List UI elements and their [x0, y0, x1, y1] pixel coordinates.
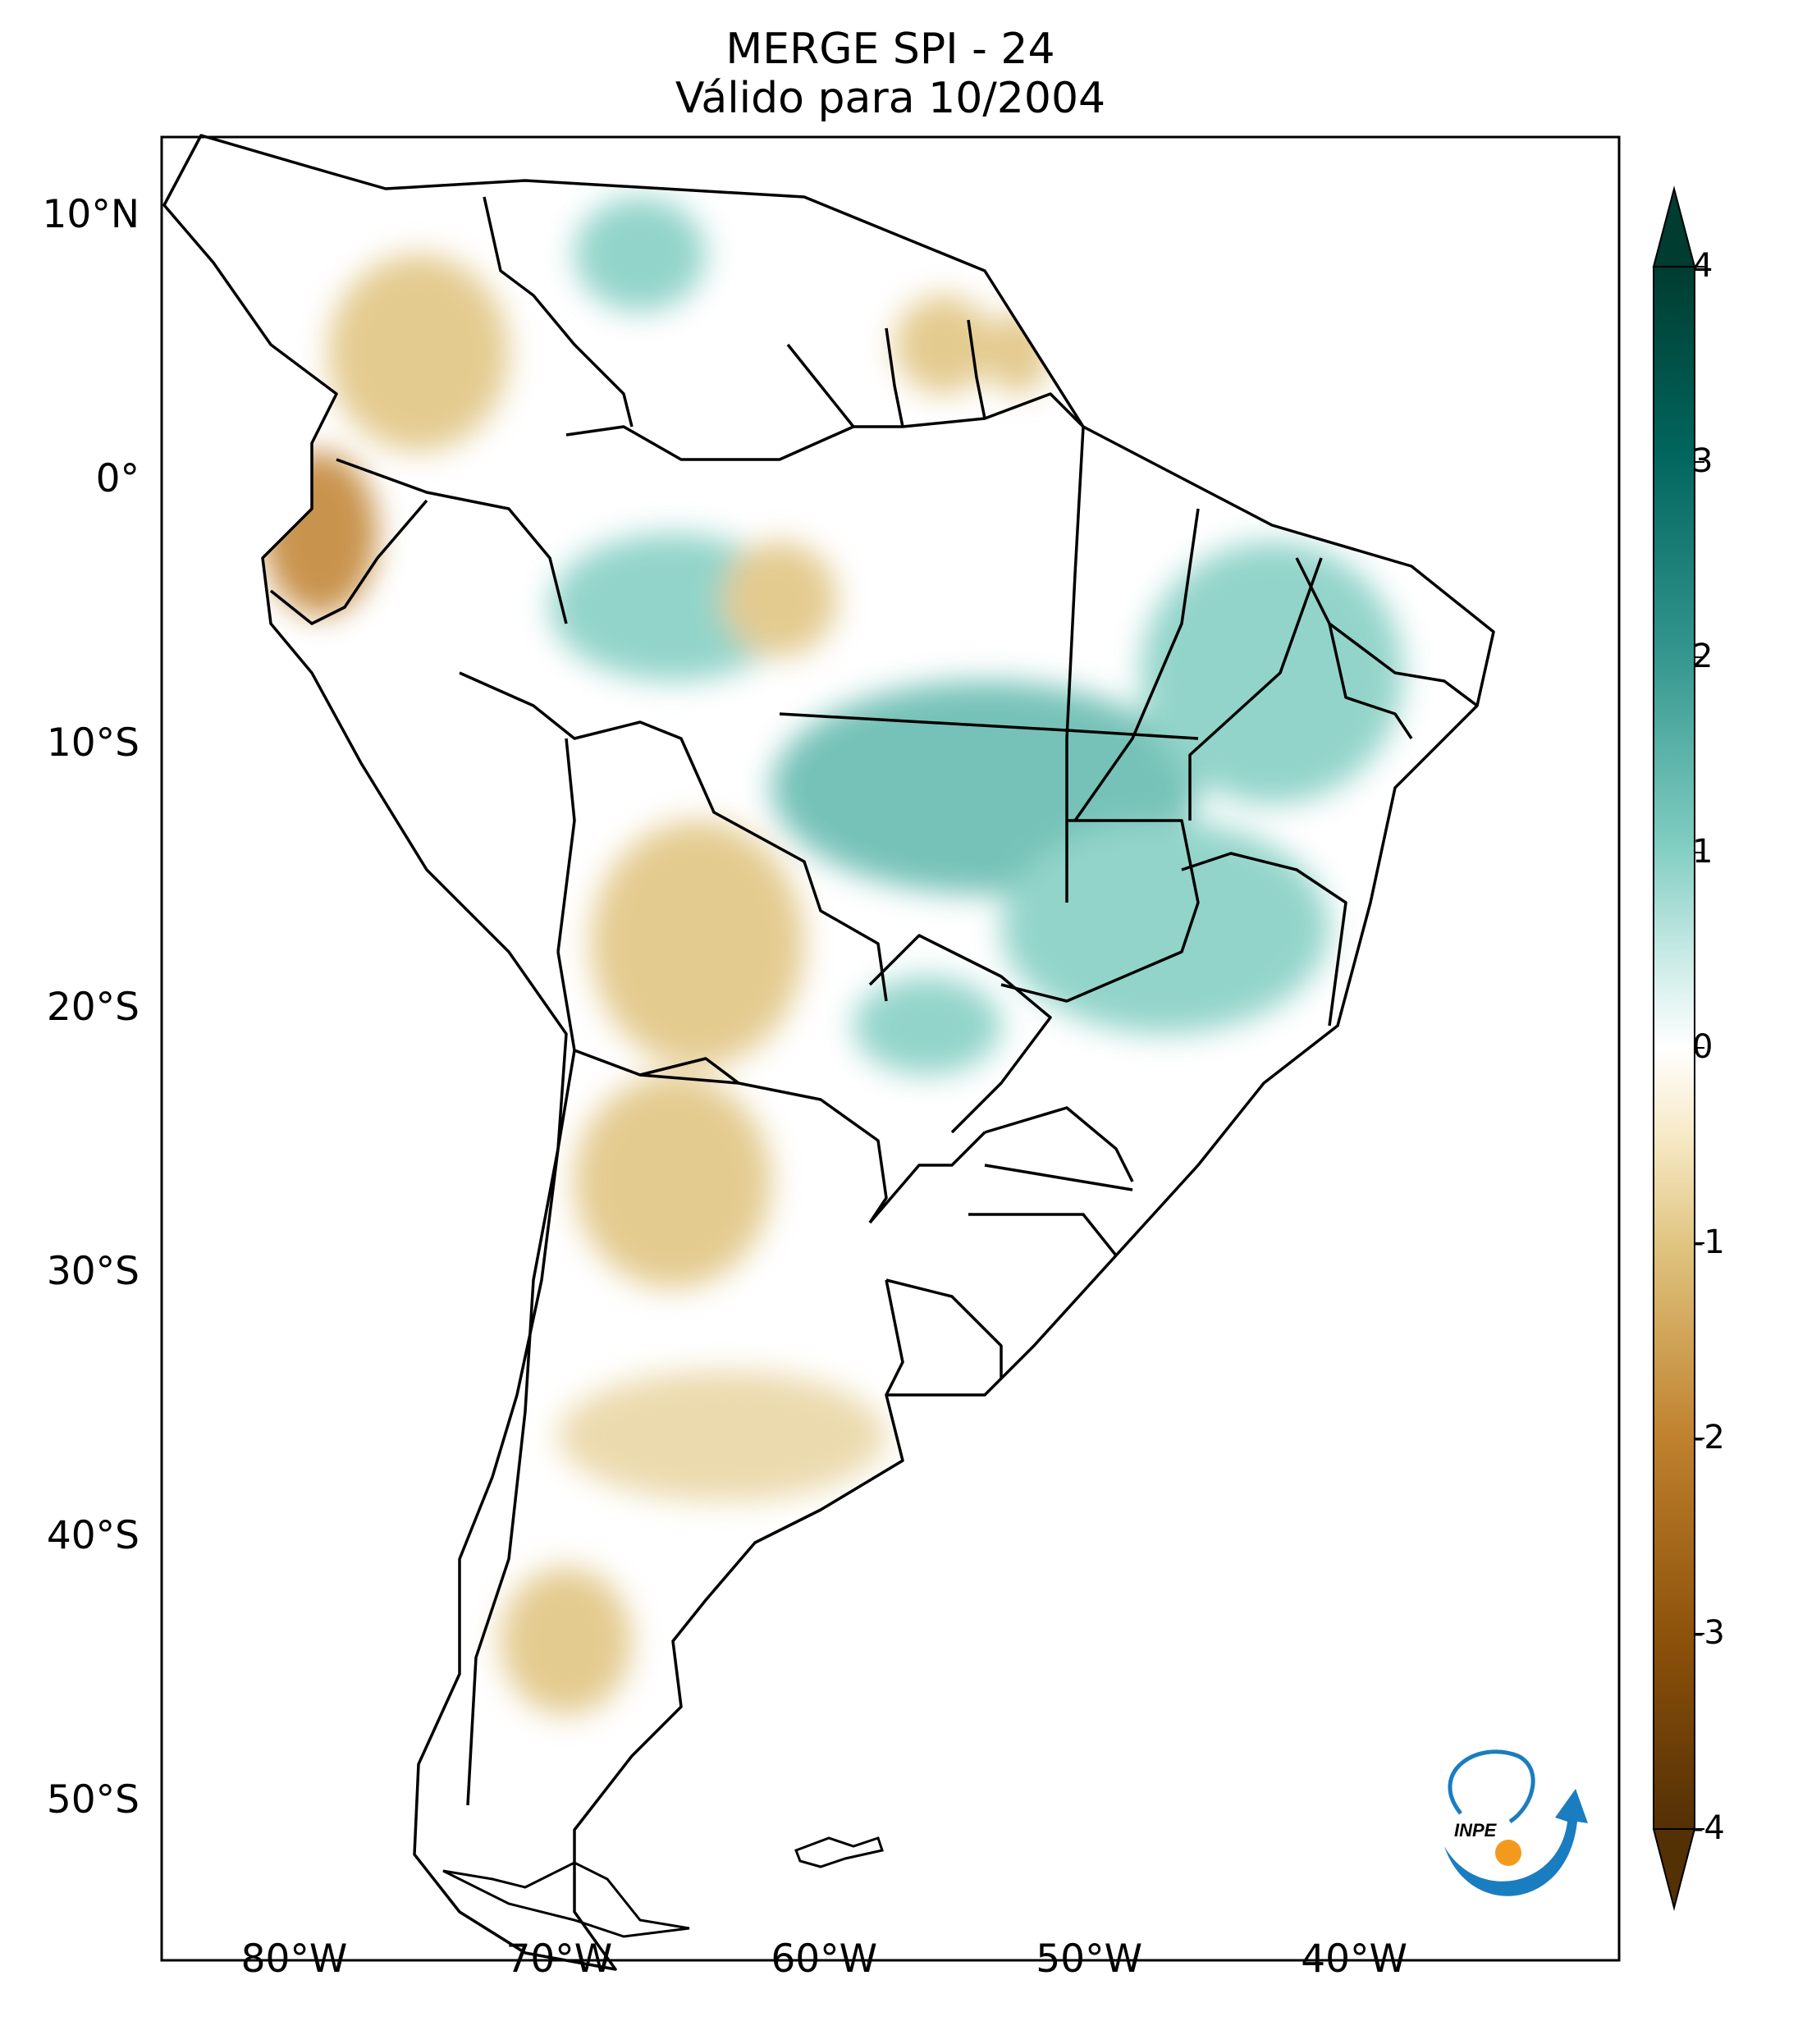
border-brazil-states-6 [1181, 852, 1347, 1027]
border-brazil-states-9 [984, 1164, 1133, 1191]
continent-outline [162, 134, 1495, 1971]
border-brazil-states-4 [1188, 557, 1323, 821]
title-line-2: Válido para 10/2004 [675, 74, 1106, 123]
latitude-tick-label: 40°S [46, 1512, 140, 1558]
longitude-tick-label: 40°W [1301, 1937, 1407, 1982]
border-brazil-states-11 [1295, 557, 1479, 707]
wet-anomaly-patch [853, 976, 1001, 1075]
title-line-1: MERGE SPI - 24 [725, 25, 1055, 74]
border-argentina-paraguay [868, 1131, 986, 1224]
dry-anomaly-patch [501, 1567, 632, 1715]
islands [442, 1836, 884, 1938]
colorbar-extend-top [1652, 185, 1696, 268]
colorbar-tick-label: -2 [1692, 1419, 1725, 1456]
longitude-tick-label: 80°W [240, 1937, 348, 1982]
dry-anomaly-patch [722, 542, 837, 656]
tierra-del-fuego [442, 1861, 690, 1938]
colorbar-tick-label: 3 [1692, 442, 1713, 480]
colorbar-tick-label: 1 [1692, 833, 1713, 871]
latitude-tick-label: 50°S [46, 1776, 140, 1822]
border-guyana [786, 343, 855, 428]
colorbar-tick-label: -4 [1692, 1809, 1725, 1847]
dry-anomaly-patch [328, 254, 509, 451]
border-brazil-states-5 [1000, 819, 1200, 1003]
border-chile-argentina [466, 951, 576, 1806]
border-guiana [967, 319, 986, 419]
colorbar-extend-bottom [1652, 1828, 1696, 1911]
political-borders [269, 196, 1479, 1806]
border-brazil-states-8 [984, 1106, 1134, 1182]
border-ecuador-peru [269, 499, 428, 625]
border-brazil-states-12 [1328, 623, 1413, 739]
logo-sun [1495, 1840, 1521, 1866]
dry-anomaly-patch [574, 1075, 771, 1288]
colorbar-tick-label: -3 [1692, 1614, 1725, 1652]
longitude-tick-label: 70°W [506, 1937, 613, 1982]
border-brazil-states-7 [868, 934, 1052, 1134]
colorbar [1652, 185, 1704, 1911]
latitude-tick-label: 10°N [42, 191, 140, 237]
latitude-tick-label: 20°S [46, 984, 140, 1030]
border-bolivia-paraguay [639, 1073, 888, 1223]
colorbar-tick-label: -1 [1692, 1223, 1725, 1261]
border-colombia-peru [336, 458, 568, 624]
border-brazil-peru-bolivia [459, 671, 888, 1002]
logo-text: INPE [1454, 1820, 1498, 1841]
border-brazil-states-2 [779, 712, 1199, 740]
colorbar-tick-label: 4 [1692, 247, 1713, 285]
latitude-tick-label: 30°S [46, 1248, 140, 1294]
border-argentina-uruguay [885, 1279, 904, 1396]
dry-anomaly-patch [558, 1370, 886, 1502]
wet-anomaly-patch [1001, 821, 1329, 1034]
colorbar-tick-label: 2 [1692, 638, 1713, 675]
latitude-tick-label: 10°S [46, 720, 140, 766]
falkland-islands [794, 1836, 884, 1868]
border-colombia-venezuela [483, 196, 634, 428]
inpe-logo: INPE [1444, 1749, 1588, 1896]
longitude-tick-label: 60°W [771, 1937, 878, 1982]
border-argentina-bolivia [574, 1049, 740, 1085]
colorbar-ticks [1695, 266, 1704, 1830]
border-brazil-states-10 [968, 1213, 1118, 1257]
border-peru-bolivia [556, 738, 576, 953]
colorbar-tick-label: 0 [1692, 1028, 1713, 1066]
border-suriname [885, 327, 904, 428]
border-brazil-states-3 [1073, 508, 1200, 822]
logo-swirl [1448, 1749, 1535, 1824]
longitude-tick-label: 50°W [1036, 1937, 1143, 1982]
wet-anomaly-patch [1141, 542, 1403, 804]
dry-anomaly-patch [591, 821, 804, 1067]
latitude-tick-label: 0° [95, 455, 140, 501]
colorbar-gradient [1653, 266, 1695, 1830]
border-brazil-uruguay [885, 1278, 1003, 1379]
wet-anomaly-patch [574, 197, 706, 312]
logo-arrow [1444, 1789, 1588, 1896]
